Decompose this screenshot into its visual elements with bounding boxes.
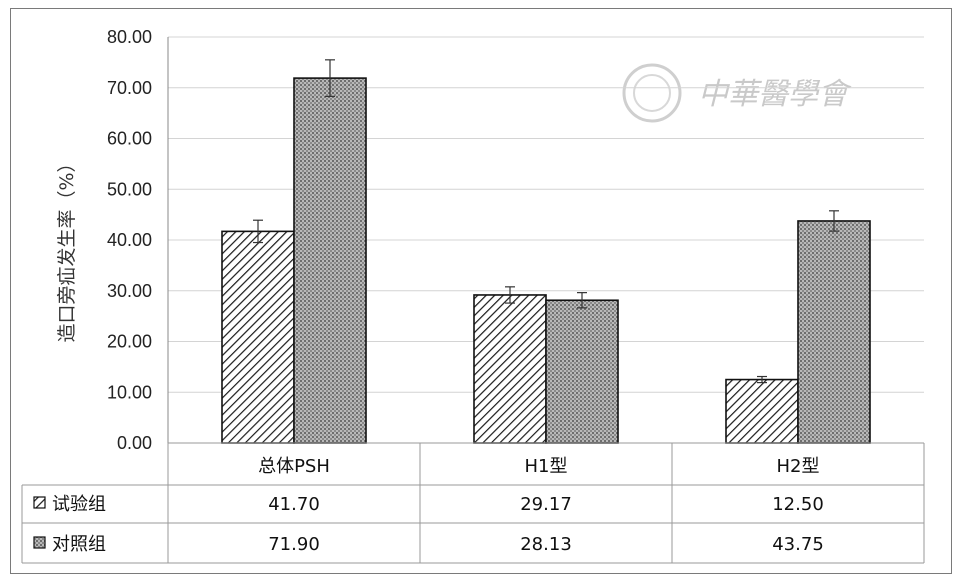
y-tick-label: 40.00	[107, 230, 152, 250]
bar-control	[545, 299, 619, 444]
category-label: 总体PSH	[258, 456, 330, 477]
bar-trial	[221, 230, 295, 444]
y-tick-label: 30.00	[107, 281, 152, 301]
y-tick-label: 50.00	[107, 179, 152, 199]
y-tick-label: 70.00	[107, 78, 152, 98]
y-tick-label: 60.00	[107, 129, 152, 149]
data-value: 12.50	[772, 494, 824, 515]
data-value: 28.13	[520, 534, 572, 555]
watermark: 中華醫學會	[622, 63, 852, 123]
series-name: 对照组	[52, 534, 106, 555]
bars	[221, 77, 871, 444]
category-label: H1型	[525, 456, 568, 477]
y-tick-label: 10.00	[107, 382, 152, 402]
bar-trial	[725, 378, 799, 444]
error-bars	[253, 59, 839, 384]
data-value: 29.17	[520, 494, 572, 515]
y-tick-label: 20.00	[107, 332, 152, 352]
bar-trial	[473, 294, 547, 444]
data-value: 71.90	[268, 534, 320, 555]
watermark-text: 中華醫學會	[698, 77, 852, 112]
bar-control	[293, 77, 367, 444]
category-label: H2型	[777, 456, 820, 477]
y-axis-label: 造口旁疝发生率（%）	[56, 153, 78, 342]
data-value: 43.75	[772, 534, 824, 555]
legend-swatch	[33, 536, 46, 549]
bar-control	[797, 220, 871, 444]
chart-frame	[10, 8, 952, 574]
y-axis: 0.00 10.00 20.00 30.00 40.00 50.00 60.00 70.00 8…	[107, 27, 169, 453]
y-tick-label: 0.00	[117, 433, 152, 453]
series-name: 试验组	[52, 494, 106, 515]
legend-swatch	[33, 496, 46, 509]
seal-inner-ring	[633, 74, 671, 112]
y-tick-label: 80.00	[107, 27, 152, 47]
data-value: 41.70	[268, 494, 320, 515]
seal-icon	[622, 63, 682, 123]
